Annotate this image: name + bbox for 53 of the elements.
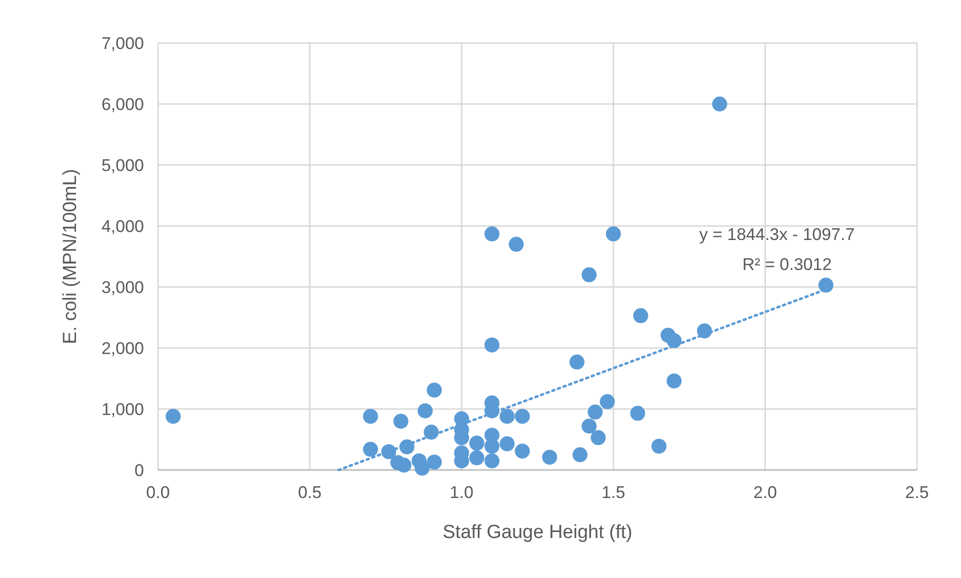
point — [514, 408, 530, 424]
point — [484, 453, 500, 468]
point — [588, 404, 603, 420]
point — [414, 460, 430, 476]
y-tick-label: 3,000 — [101, 278, 144, 297]
point — [508, 236, 524, 252]
y-tick-label: 1,000 — [101, 400, 144, 419]
point — [633, 308, 648, 324]
x-tick-label: 1.5 — [602, 483, 626, 502]
x-tick-label: 0.0 — [146, 483, 170, 502]
point — [630, 406, 646, 421]
point — [469, 450, 484, 466]
point — [500, 436, 515, 452]
point — [600, 394, 615, 410]
point — [484, 226, 500, 242]
point — [514, 444, 530, 459]
point — [590, 430, 606, 446]
y-tick-label: 4,000 — [101, 217, 144, 236]
point — [426, 382, 442, 398]
point — [469, 436, 484, 451]
y-tick-label: 0 — [134, 461, 144, 480]
point — [396, 458, 412, 473]
point — [818, 278, 834, 293]
annotation: R² = 0.3012 — [742, 255, 832, 274]
point — [418, 403, 433, 418]
point — [484, 438, 500, 454]
point — [569, 354, 584, 370]
point — [363, 442, 378, 457]
point — [393, 414, 408, 429]
y-tick-label: 6,000 — [101, 95, 144, 114]
point — [484, 337, 500, 352]
x-tick-label: 1.0 — [450, 483, 474, 502]
y-tick-label: 2,000 — [101, 339, 144, 358]
point — [542, 450, 558, 465]
point — [712, 96, 728, 112]
point — [651, 438, 666, 454]
x-tick-label: 2.5 — [905, 483, 929, 502]
point — [363, 408, 378, 424]
x-axis-title: Staff Gauge Height (ft) — [442, 522, 632, 543]
point — [426, 454, 442, 470]
annotation: y = 1844.3x - 1097.7 — [699, 225, 855, 244]
point — [666, 373, 682, 388]
x-tick-label: 2.0 — [753, 483, 778, 502]
point — [166, 408, 181, 424]
point — [582, 267, 597, 282]
point — [572, 447, 588, 462]
y-tick-label: 5,000 — [101, 156, 144, 175]
point — [582, 418, 597, 434]
point — [500, 408, 515, 424]
point — [606, 226, 621, 242]
y-tick-label: 7,000 — [101, 34, 144, 53]
x-tick-label: 0.5 — [298, 483, 322, 502]
y-axis-title: E. coli (MPN/100mL) — [60, 168, 81, 344]
